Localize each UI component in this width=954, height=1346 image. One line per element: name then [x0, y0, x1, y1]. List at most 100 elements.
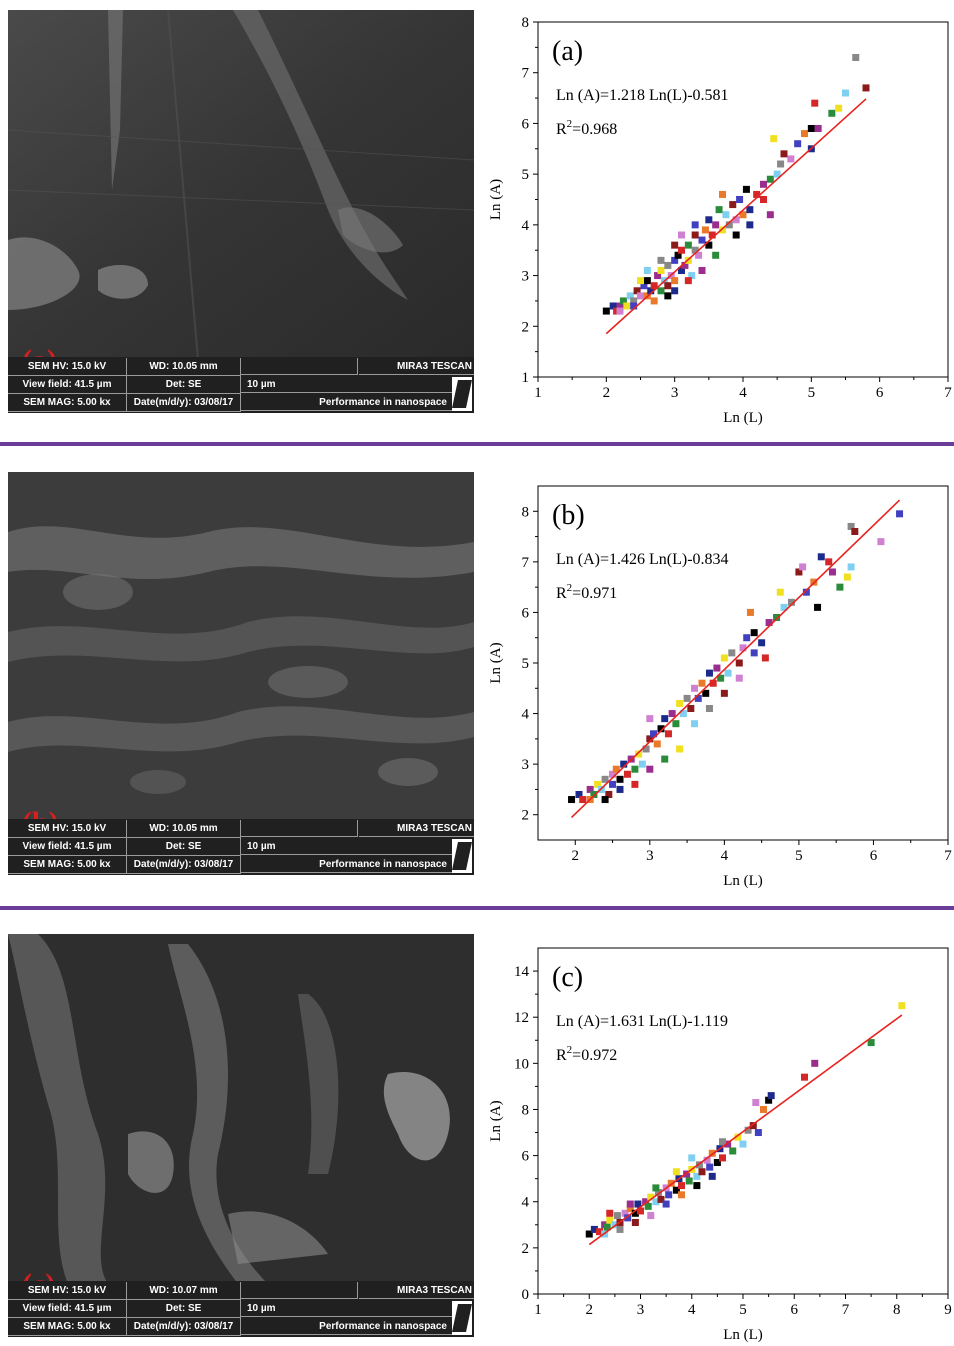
sem-info-bar-b: SEM HV: 15.0 kV WD: 10.05 mm MIRA3 TESCA… [8, 819, 474, 875]
data-point [744, 1126, 752, 1134]
data-point [799, 563, 807, 571]
plot-frame [537, 947, 949, 1295]
data-point [851, 528, 859, 536]
y-tick-label: 2 [522, 319, 530, 335]
data-point [601, 775, 609, 783]
sem-scale-bar [241, 1282, 358, 1299]
data-point [807, 125, 815, 132]
data-point [654, 272, 662, 280]
data-point [825, 558, 833, 566]
data-point [847, 563, 855, 571]
data-point [767, 1092, 775, 1100]
y-tick-label: 6 [522, 1149, 530, 1165]
sem-image-c: (c) SEM HV: 15.0 kV WD: 10.07 mm MIRA3 T… [8, 934, 474, 1337]
x-tick-label: 2 [586, 1302, 594, 1318]
data-point [787, 155, 795, 163]
fit-line [570, 499, 901, 818]
sem-wd: WD: 10.05 mm [127, 820, 241, 838]
data-point [637, 277, 644, 285]
data-point [896, 510, 904, 518]
data-point [671, 287, 679, 295]
data-point [732, 216, 740, 224]
data-point [713, 664, 721, 672]
data-point [664, 292, 672, 300]
fit-line [605, 98, 867, 335]
data-point [843, 573, 851, 581]
data-point [729, 1147, 737, 1155]
sem-hv: SEM HV: 15.0 kV [8, 358, 127, 376]
data-point [653, 740, 661, 748]
data-point [638, 760, 646, 768]
data-point [719, 226, 726, 234]
data-point [694, 694, 702, 702]
data-point [691, 720, 699, 728]
data-point [568, 796, 576, 804]
x-tick-label: 3 [637, 1302, 645, 1318]
y-axis-label: Ln (A) [488, 642, 504, 683]
data-point [698, 267, 706, 274]
sem-brand: MIRA3 TESCAN [359, 358, 474, 375]
data-point [605, 790, 613, 798]
data-point [691, 684, 699, 692]
data-point [719, 1138, 726, 1146]
data-point [802, 588, 810, 596]
data-point [719, 1154, 726, 1162]
sem-brand: MIRA3 TESCAN [359, 820, 474, 837]
data-point [664, 730, 672, 738]
data-point [842, 89, 849, 97]
data-point [684, 277, 692, 285]
data-point [732, 231, 740, 239]
x-tick-label: 6 [870, 848, 878, 864]
data-point [643, 267, 651, 274]
y-tick-label: 4 [522, 707, 530, 723]
data-point [760, 196, 767, 203]
x-tick-label: 9 [944, 1302, 952, 1318]
tescan-logo [452, 839, 472, 873]
data-point [616, 775, 624, 783]
data-point [754, 1129, 762, 1137]
data-point [814, 125, 822, 132]
data-point [867, 1039, 875, 1047]
data-point [642, 745, 650, 753]
data-point [613, 1212, 621, 1220]
data-point [801, 1073, 808, 1081]
data-point [643, 277, 651, 285]
x-tick-label: 4 [721, 848, 729, 864]
sem-scale-label: 10 µm [241, 1300, 453, 1317]
data-point [646, 715, 654, 723]
data-point [717, 674, 725, 682]
data-point [706, 1163, 714, 1171]
x-axis-label: Ln (L) [723, 1327, 763, 1343]
x-tick-label: 8 [893, 1302, 901, 1318]
x-tick-label: 5 [795, 848, 803, 864]
data-point [650, 730, 658, 738]
data-point [758, 639, 766, 647]
data-point [693, 1182, 701, 1190]
data-point [664, 282, 672, 290]
data-point [664, 261, 672, 269]
data-point [739, 1140, 747, 1148]
y-tick-label: 14 [514, 964, 530, 980]
data-point [753, 190, 761, 198]
data-point [746, 608, 754, 616]
x-tick-label: 4 [739, 385, 747, 401]
y-tick-label: 5 [522, 167, 530, 183]
data-point [585, 1230, 593, 1238]
data-point [644, 1202, 652, 1210]
regression-equation: Ln (A)=1.631 Ln(L)-1.119 [556, 1013, 728, 1030]
data-point [691, 221, 699, 229]
data-point [814, 603, 822, 611]
data-point [619, 297, 627, 305]
x-tick-label: 7 [944, 385, 952, 401]
data-point [688, 272, 696, 280]
data-point [631, 765, 639, 773]
data-point [705, 705, 713, 713]
data-point [742, 185, 750, 193]
data-point [709, 679, 717, 687]
data-point [691, 246, 699, 254]
data-point [852, 54, 860, 61]
y-tick-label: 1 [522, 370, 530, 386]
data-point [620, 760, 628, 768]
data-point [678, 1182, 685, 1190]
regression-equation: Ln (A)=1.426 Ln(L)-0.834 [556, 551, 729, 568]
